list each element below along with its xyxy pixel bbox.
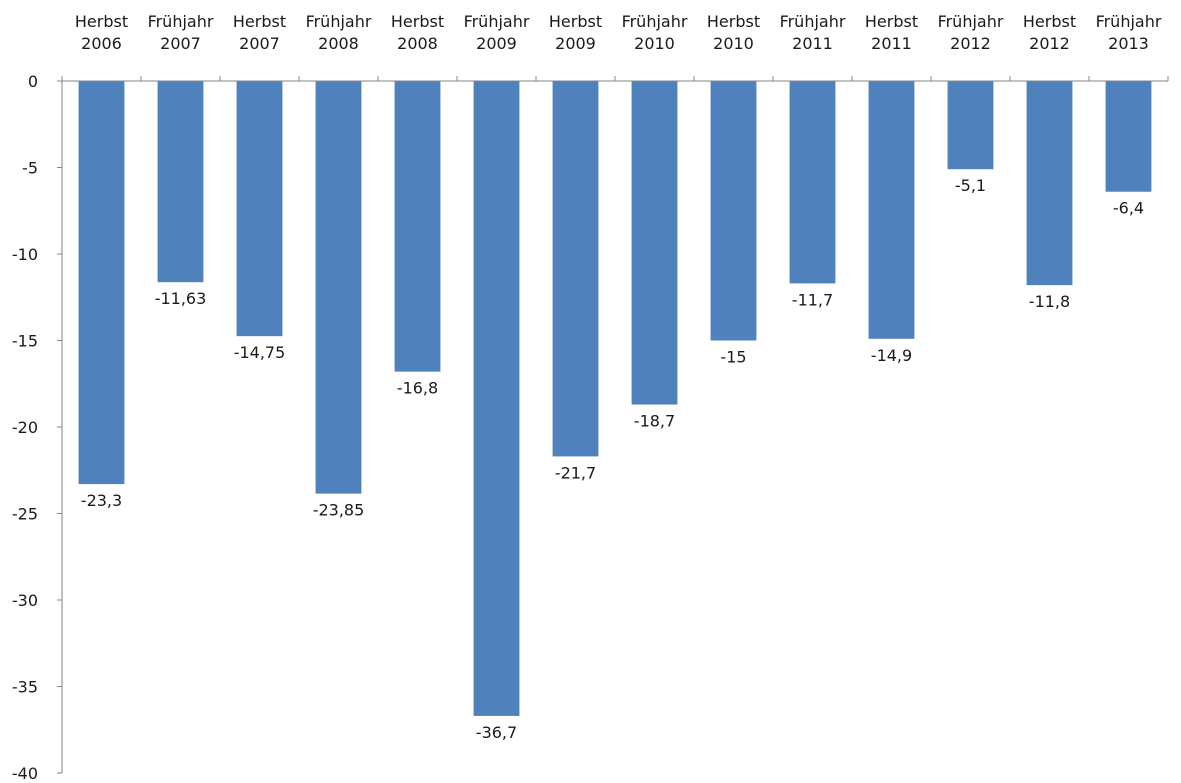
x-category-label: Herbst 2007 [233,12,286,53]
x-category-label: Frühjahr 2011 [780,12,846,53]
x-category-label: Herbst 2006 [75,12,128,53]
y-tick-label: -5 [22,159,38,178]
data-label: -18,7 [634,412,675,431]
x-category-label: Frühjahr 2012 [938,12,1004,53]
bar [789,81,836,284]
x-category-label: Herbst 2008 [391,12,444,53]
bar [947,81,994,170]
bar [631,81,678,405]
data-label: -21,7 [555,463,596,482]
x-category-label: Herbst 2011 [865,12,918,53]
data-label: -11,7 [792,290,833,309]
y-tick-label: -35 [12,678,38,697]
bar [78,81,125,485]
y-tick-label: -30 [12,591,38,610]
bar [236,81,283,337]
bar [473,81,520,716]
data-label: -36,7 [476,723,517,742]
bar [157,81,204,283]
data-label: -11,63 [155,289,207,308]
x-category-label: Frühjahr 2009 [464,12,530,53]
y-tick-label: -40 [12,764,38,783]
data-label: -15 [720,348,746,367]
data-label: -16,8 [397,379,438,398]
x-axis-category-labels: Herbst 2006 Frühjahr 2007 Herbst 2007 Frühjahr… [75,12,1162,53]
bar [1105,81,1152,192]
bars [78,81,1152,716]
y-tick-label: -25 [12,505,38,524]
x-category-label: Frühjahr 2008 [306,12,372,53]
x-category-label: Herbst 2010 [707,12,760,53]
y-tick-label: -10 [12,245,38,264]
data-label: -14,9 [871,346,912,365]
x-category-label: Herbst 2012 [1023,12,1076,53]
data-label: -23,3 [81,491,122,510]
y-tick-label: 0 [28,72,38,91]
data-label: -6,4 [1113,199,1144,218]
x-category-label: Herbst 2009 [549,12,602,53]
bar [315,81,362,494]
data-label: -14,75 [234,343,286,362]
y-tick-label: -15 [12,332,38,351]
y-tick-label: -20 [12,418,38,437]
data-labels: -23,3 -11,63 -14,75 -23,85 -16,8 -36,7 -21,7 -1… [81,176,1144,742]
x-category-label: Frühjahr 2007 [148,12,214,53]
data-label: -23,85 [313,501,365,520]
data-label: -11,8 [1029,292,1070,311]
y-axis-tick-labels: 0 -5 -10 -15 -20 -25 -30 -35 -40 [12,72,38,783]
bar [710,81,757,341]
x-category-label: Frühjahr 2010 [622,12,688,53]
axes [57,76,1169,774]
bar [394,81,441,372]
bar [1026,81,1073,286]
bar [868,81,915,339]
data-label: -5,1 [955,176,986,195]
bar [552,81,599,457]
x-category-label: Frühjahr 2013 [1096,12,1162,53]
